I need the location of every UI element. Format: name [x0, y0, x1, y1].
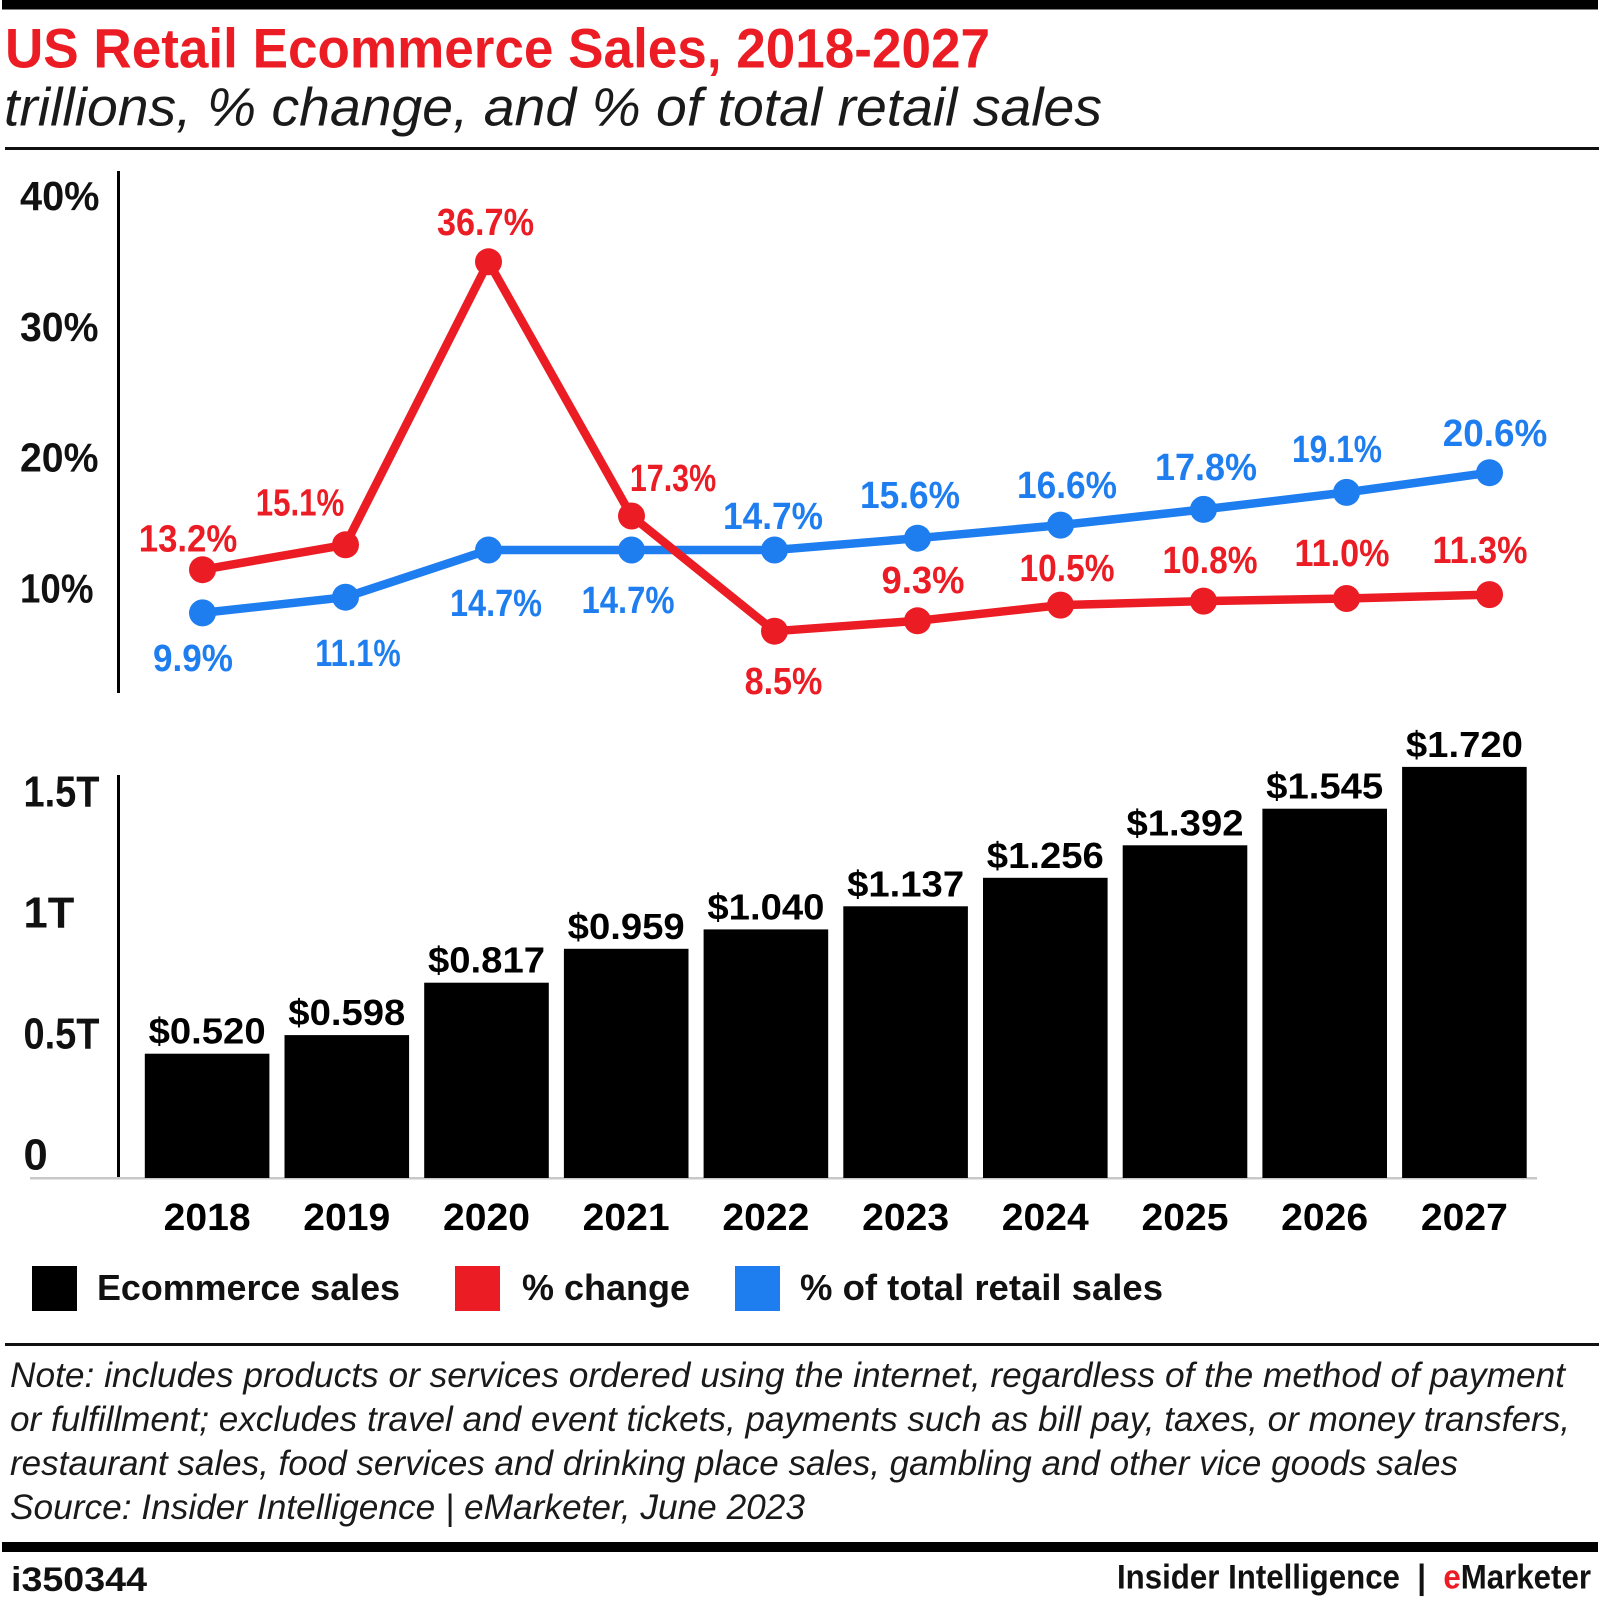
svg-text:2027: 2027: [1421, 1197, 1508, 1239]
svg-text:11.3%: 11.3%: [1433, 530, 1528, 572]
svg-text:1.5T: 1.5T: [24, 769, 100, 817]
svg-text:8.5%: 8.5%: [745, 661, 823, 703]
svg-text:$1.720: $1.720: [1406, 724, 1523, 765]
svg-text:trillions, % change, and % of: trillions, % change, and % of total reta…: [4, 78, 1102, 138]
svg-text:13.2%: 13.2%: [139, 519, 238, 561]
svg-text:10.8%: 10.8%: [1163, 540, 1258, 582]
svg-text:% change: % change: [522, 1267, 690, 1308]
svg-text:2026: 2026: [1281, 1197, 1368, 1239]
svg-text:9.3%: 9.3%: [882, 560, 965, 602]
svg-text:restaurant sales, food service: restaurant sales, food services and drin…: [10, 1444, 1458, 1483]
svg-text:2018: 2018: [164, 1197, 251, 1239]
svg-text:2023: 2023: [862, 1197, 949, 1239]
svg-text:17.3%: 17.3%: [630, 458, 716, 500]
svg-text:$0.598: $0.598: [288, 992, 405, 1033]
svg-text:Source: Insider Intelligence |: Source: Insider Intelligence | eMarketer…: [10, 1488, 806, 1527]
svg-text:16.6%: 16.6%: [1017, 465, 1117, 507]
svg-text:15.1%: 15.1%: [256, 483, 345, 525]
svg-text:15.6%: 15.6%: [860, 475, 960, 517]
svg-text:36.7%: 36.7%: [437, 202, 534, 244]
svg-text:$1.040: $1.040: [707, 886, 824, 927]
svg-text:% of total retail sales: % of total retail sales: [800, 1267, 1163, 1308]
svg-text:20%: 20%: [20, 435, 99, 481]
svg-text:14.7%: 14.7%: [723, 496, 823, 538]
svg-text:$1.545: $1.545: [1266, 766, 1383, 807]
svg-text:30%: 30%: [20, 304, 99, 350]
svg-text:2025: 2025: [1142, 1197, 1229, 1239]
svg-text:19.1%: 19.1%: [1292, 429, 1382, 471]
svg-text:1T: 1T: [24, 890, 75, 938]
svg-text:14.7%: 14.7%: [450, 583, 542, 625]
svg-text:11.0%: 11.0%: [1295, 533, 1390, 575]
svg-text:i350344: i350344: [11, 1561, 147, 1599]
svg-text:$1.256: $1.256: [987, 835, 1104, 876]
svg-text:17.8%: 17.8%: [1155, 447, 1257, 489]
svg-text:10.5%: 10.5%: [1020, 548, 1115, 590]
svg-text:0: 0: [24, 1131, 48, 1179]
svg-text:$0.959: $0.959: [568, 906, 685, 947]
svg-text:11.1%: 11.1%: [315, 633, 401, 675]
svg-text:2022: 2022: [722, 1197, 809, 1239]
svg-text:10%: 10%: [20, 566, 94, 612]
svg-text:40%: 40%: [20, 173, 100, 219]
svg-text:20.6%: 20.6%: [1443, 413, 1548, 455]
svg-text:2019: 2019: [303, 1197, 390, 1239]
svg-text:or fulfillment; excludes trave: or fulfillment; excludes travel and even…: [10, 1400, 1570, 1439]
svg-text:$1.137: $1.137: [847, 863, 964, 904]
svg-text:$1.392: $1.392: [1127, 802, 1244, 843]
svg-text:US Retail Ecommerce Sales, 201: US Retail Ecommerce Sales, 2018-2027: [5, 18, 990, 80]
svg-text:Insider Intelligence | eMark: Insider Intelligence | eMarketer: [1117, 1559, 1591, 1597]
svg-text:Ecommerce sales: Ecommerce sales: [97, 1267, 400, 1308]
svg-text:0.5T: 0.5T: [24, 1010, 100, 1058]
svg-text:14.7%: 14.7%: [582, 580, 675, 622]
svg-text:2021: 2021: [583, 1197, 670, 1239]
svg-text:$0.520: $0.520: [149, 1011, 266, 1052]
svg-text:2024: 2024: [1002, 1197, 1089, 1239]
svg-text:9.9%: 9.9%: [153, 638, 233, 680]
svg-text:Note: includes products or ser: Note: includes products or services orde…: [10, 1356, 1566, 1395]
svg-text:$0.817: $0.817: [428, 940, 545, 981]
svg-text:2020: 2020: [443, 1197, 530, 1239]
